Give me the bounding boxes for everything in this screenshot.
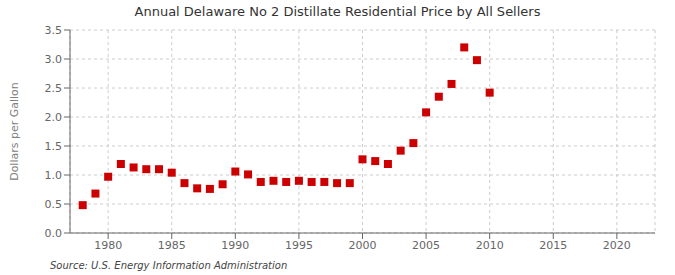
svg-text:1980: 1980	[94, 239, 122, 252]
svg-text:1.0: 1.0	[45, 169, 63, 182]
svg-text:2020: 2020	[603, 239, 631, 252]
svg-text:2005: 2005	[412, 239, 440, 252]
svg-text:0.0: 0.0	[45, 227, 63, 240]
svg-text:1985: 1985	[158, 239, 186, 252]
svg-text:2.0: 2.0	[45, 111, 63, 124]
svg-text:Dollars per Gallon: Dollars per Gallon	[8, 82, 21, 181]
svg-text:1995: 1995	[285, 239, 313, 252]
svg-text:1990: 1990	[221, 239, 249, 252]
svg-text:0.5: 0.5	[45, 198, 63, 211]
svg-text:2015: 2015	[539, 239, 567, 252]
svg-text:2010: 2010	[476, 239, 504, 252]
html-text:Source: U.S. Energy Informatio: Source: U.S. Energy Information Administ…	[50, 260, 288, 271]
svg-text:3.0: 3.0	[45, 53, 63, 66]
svg-text:2.5: 2.5	[45, 82, 63, 95]
svg-text:2000: 2000	[349, 239, 377, 252]
svg-text:1.5: 1.5	[45, 140, 63, 153]
html-text:Annual Delaware No 2 Distillat: Annual Delaware No 2 Distillate Resident…	[134, 4, 541, 19]
svg-text:3.5: 3.5	[45, 24, 63, 37]
